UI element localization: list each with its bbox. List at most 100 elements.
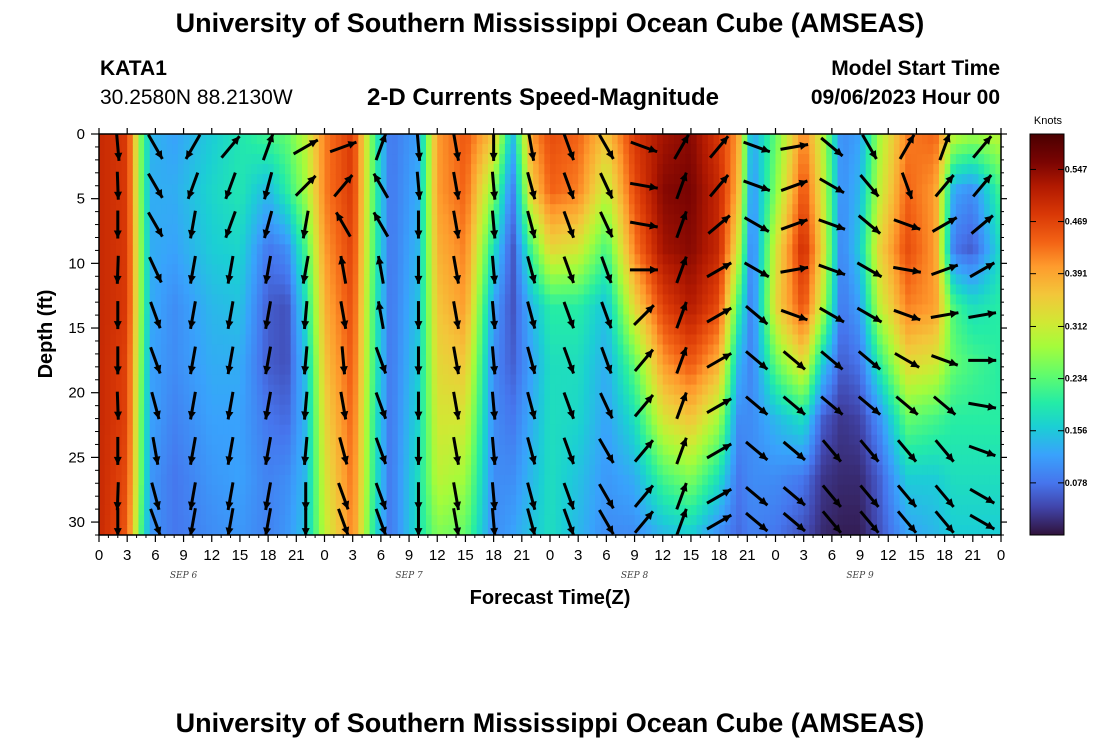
- heatmap-cell: [177, 194, 185, 205]
- heatmap-cell: [662, 394, 669, 406]
- heatmap-cell: [589, 494, 596, 506]
- heatmap-cell: [786, 194, 794, 205]
- heatmap-cell: [719, 184, 726, 195]
- heatmap-cell: [555, 384, 562, 396]
- heatmap-cell: [538, 294, 545, 306]
- heatmap-cell: [702, 284, 709, 296]
- heatmap-cell: [347, 374, 354, 386]
- heatmap-cell: [786, 154, 794, 165]
- heatmap-cell: [239, 474, 247, 486]
- heatmap-cell: [313, 324, 320, 336]
- heatmap-cell: [696, 134, 703, 145]
- heatmap-cell: [166, 474, 173, 486]
- heatmap-cell: [403, 504, 410, 516]
- heatmap-cell: [121, 244, 128, 255]
- heatmap-cell: [550, 314, 557, 326]
- heatmap-cell: [301, 284, 309, 296]
- heatmap-cell: [144, 284, 151, 296]
- heatmap-cell: [268, 224, 275, 235]
- heatmap-cell: [578, 324, 585, 336]
- heatmap-cell: [690, 364, 698, 376]
- heatmap-cell: [454, 504, 461, 516]
- heatmap-cell: [358, 394, 365, 406]
- heatmap-cell: [431, 484, 438, 496]
- heatmap-cell: [313, 514, 320, 526]
- heatmap-cell: [347, 314, 354, 326]
- heatmap-cell: [465, 304, 472, 316]
- heatmap-cell: [589, 274, 596, 285]
- heatmap-cell: [239, 294, 247, 306]
- heatmap-cell: [386, 494, 393, 506]
- heatmap-cell: [194, 524, 202, 535]
- heatmap-cell: [516, 344, 523, 356]
- heatmap-cell: [504, 154, 512, 165]
- heatmap-cell: [510, 354, 517, 366]
- heatmap-cell: [144, 484, 151, 496]
- heatmap-cell: [482, 414, 489, 426]
- heatmap-cell: [674, 474, 681, 486]
- heatmap-cell: [589, 474, 596, 486]
- heatmap-cell: [369, 474, 376, 486]
- heatmap-cell: [527, 494, 534, 506]
- heatmap-cell: [651, 474, 658, 486]
- heatmap-cell: [285, 524, 292, 535]
- heatmap-cell: [482, 444, 489, 456]
- heatmap-cell: [561, 294, 568, 306]
- heatmap-cell: [758, 374, 765, 386]
- heatmap-cell: [786, 224, 794, 235]
- heatmap-cell: [161, 164, 168, 175]
- heatmap-cell: [121, 264, 128, 275]
- heatmap-cell: [510, 234, 517, 245]
- heatmap-cell: [166, 254, 173, 265]
- heatmap-cell: [707, 214, 715, 225]
- heatmap-cell: [409, 444, 416, 456]
- heatmap-cell: [521, 204, 529, 215]
- heatmap-cell: [245, 384, 252, 396]
- heatmap-cell: [132, 144, 140, 155]
- heatmap-cell: [245, 514, 252, 526]
- heatmap-cell: [724, 464, 731, 476]
- heatmap-cell: [482, 244, 489, 255]
- heatmap-cell: [335, 484, 343, 496]
- heatmap-cell: [437, 314, 444, 326]
- heatmap-cell: [572, 364, 579, 376]
- heatmap-cell: [628, 274, 636, 285]
- heatmap-cell: [409, 174, 416, 185]
- heatmap-cell: [234, 414, 241, 426]
- heatmap-cell: [121, 374, 128, 386]
- heatmap-cell: [189, 394, 196, 406]
- heatmap-cell: [786, 314, 794, 326]
- heatmap-cell: [612, 424, 619, 436]
- heatmap-cell: [420, 204, 427, 215]
- heatmap-cell: [487, 374, 495, 386]
- heatmap-cell: [482, 314, 489, 326]
- heatmap-cell: [657, 244, 664, 255]
- heatmap-cell: [392, 384, 399, 396]
- heatmap-cell: [471, 494, 478, 506]
- heatmap-cell: [578, 214, 585, 225]
- heatmap-cell: [786, 174, 794, 185]
- heatmap-cell: [651, 284, 658, 296]
- heatmap-cell: [764, 274, 771, 285]
- heatmap-cell: [741, 434, 748, 446]
- heatmap-cell: [696, 404, 703, 416]
- heatmap-cell: [465, 324, 472, 336]
- heatmap-cell: [166, 344, 173, 356]
- heatmap-cell: [747, 524, 754, 535]
- heatmap-cell: [555, 424, 562, 436]
- heatmap-cell: [516, 494, 523, 506]
- heatmap-cell: [662, 354, 669, 366]
- heatmap-cell: [769, 474, 777, 486]
- heatmap-cell: [685, 384, 692, 396]
- heatmap-cell: [736, 404, 743, 416]
- heatmap-cell: [397, 264, 405, 275]
- heatmap-cell: [499, 364, 506, 376]
- heatmap-cell: [690, 204, 698, 215]
- heatmap-cell: [239, 174, 247, 185]
- heatmap-cell: [425, 214, 433, 225]
- heatmap-cell: [713, 484, 720, 496]
- heatmap-cell: [132, 364, 140, 376]
- heatmap-cell: [606, 284, 613, 296]
- heatmap-cell: [538, 244, 545, 255]
- heatmap-cell: [583, 184, 591, 195]
